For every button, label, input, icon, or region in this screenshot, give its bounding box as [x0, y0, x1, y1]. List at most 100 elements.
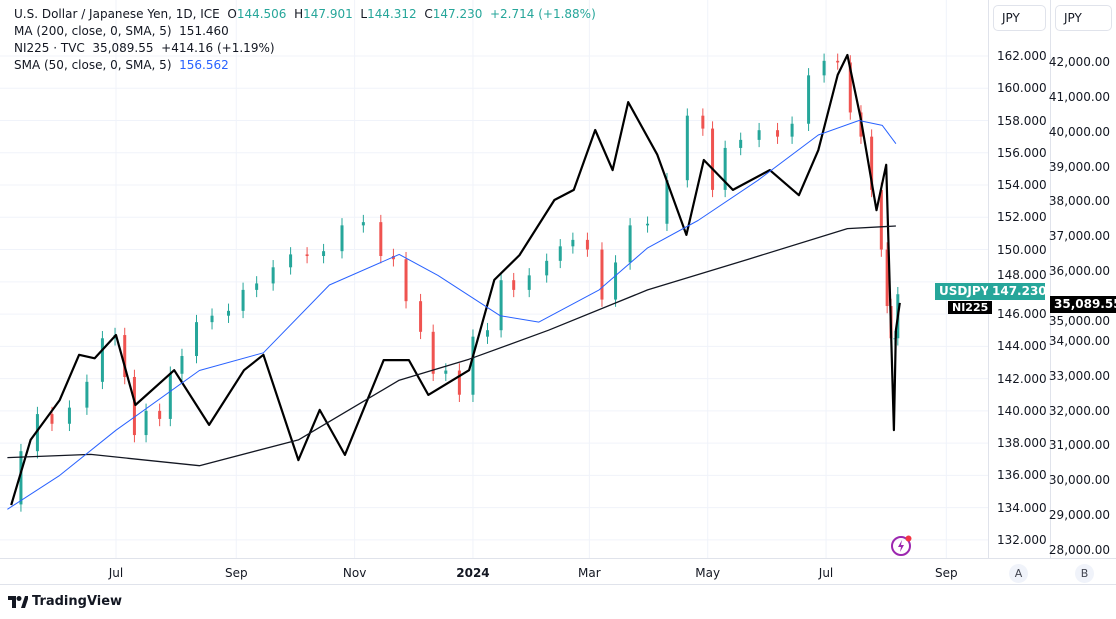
lightning-icon[interactable] — [890, 533, 914, 561]
price-tick-right: 38,000.00 — [1048, 194, 1110, 209]
price-tick-left: 146.000 — [997, 307, 1047, 322]
ni225-line — [10, 53, 901, 506]
price-tick-left: 134.000 — [997, 500, 1047, 515]
candle-body — [361, 222, 365, 226]
candle-body — [144, 410, 148, 436]
currency-button-b[interactable]: JPY — [1055, 5, 1112, 31]
time-axis[interactable]: A B Jul Sep Nov 2024 Mar May Jul Sep — [0, 558, 1116, 585]
candle-body — [158, 410, 162, 419]
scale-a-button[interactable]: A — [1009, 564, 1028, 583]
price-tick-right: 35,000.00 — [1048, 314, 1110, 328]
candle-body — [255, 283, 259, 290]
ma200-row[interactable]: MA (200, close, 0, SMA, 5) 151.460 — [14, 24, 229, 38]
candle-body — [701, 115, 705, 129]
candle-body — [512, 280, 516, 290]
price-tick-left: 138.000 — [997, 436, 1047, 451]
usdjpy-candles — [19, 53, 900, 512]
candle-body — [558, 246, 562, 261]
candle-body — [723, 147, 727, 190]
candle-body — [471, 336, 475, 395]
candle-body — [776, 130, 780, 137]
time-tick: Nov — [342, 566, 367, 580]
tradingview-logo-icon — [8, 595, 28, 608]
candle-body — [885, 249, 889, 307]
candle-body — [665, 180, 669, 224]
ma200-line — [7, 225, 896, 467]
open-value: 144.506 — [236, 7, 287, 21]
candle-body — [444, 370, 448, 374]
price-tick-right: 37,000.00 — [1048, 229, 1110, 244]
symbol-row: U.S. Dollar / Japanese Yen, 1D, ICE O144… — [14, 7, 596, 21]
candle-body — [739, 139, 743, 148]
candle-body — [628, 225, 632, 263]
candle-body — [571, 239, 575, 247]
price-tick-left: 158.000 — [997, 113, 1047, 128]
price-tick-left: 150.000 — [997, 242, 1047, 257]
price-tick-left: 160.000 — [997, 81, 1047, 96]
price-tick-right: 39,000.00 — [1048, 159, 1110, 174]
candle-body — [123, 335, 127, 377]
price-tick-right: 28,000.00 — [1048, 543, 1110, 558]
time-tick: Sep — [224, 566, 248, 580]
candle-body — [35, 414, 39, 452]
candle-body — [404, 259, 408, 302]
candle-body — [711, 128, 715, 190]
candle-body — [431, 331, 435, 374]
candle-body — [168, 373, 172, 419]
candle-body — [379, 222, 383, 257]
price-tick-right: 30,000.00 — [1048, 473, 1110, 488]
candle-body — [50, 414, 54, 424]
price-tick-left: 148.000 — [997, 268, 1047, 282]
candle-body — [848, 62, 852, 113]
sma50-row[interactable]: SMA (50, close, 0, SMA, 5) 156.562 — [14, 58, 229, 72]
candle-body — [305, 254, 309, 257]
candle-body — [790, 123, 794, 137]
candle-body — [545, 260, 549, 276]
price-axis-right[interactable]: JPY 28,000.00 29,000.00 30,000.00 31,000.00… — [1048, 0, 1116, 558]
price-tick-left: 152.000 — [997, 210, 1047, 225]
price-tick-left: 136.000 — [997, 468, 1047, 483]
tradingview-logo[interactable]: TradingView — [8, 594, 122, 609]
close-value: 147.230 — [432, 7, 483, 21]
time-tick: Mar — [578, 566, 601, 580]
currency-button-a[interactable]: JPY — [993, 5, 1046, 31]
candle-body — [486, 330, 490, 337]
candle-body — [210, 315, 214, 323]
usdjpy-tag: USDJPY — [935, 283, 994, 300]
price-tick-left: 140.000 — [997, 403, 1047, 418]
time-tick: Jul — [108, 566, 124, 580]
price-tick-left: 156.000 — [997, 145, 1047, 160]
scale-b-button[interactable]: B — [1075, 564, 1094, 583]
candle-body — [180, 356, 184, 374]
candle-body — [457, 370, 461, 395]
candle-body — [836, 60, 840, 63]
candle-body — [391, 256, 395, 260]
candle-body — [757, 130, 761, 140]
symbol-title[interactable]: U.S. Dollar / Japanese Yen, 1D, ICE — [14, 7, 220, 21]
ni225-price-tag: 35,089.55 — [1050, 296, 1116, 313]
candle-body — [227, 310, 231, 316]
ni225-change: +414.16 (+1.19%) — [161, 41, 275, 55]
time-tick: Sep — [935, 566, 958, 580]
candle-body — [822, 60, 826, 76]
price-chart[interactable] — [0, 0, 988, 558]
candle-body — [685, 115, 689, 181]
price-tick-right: 40,000.00 — [1048, 124, 1110, 139]
time-tick: 2024 — [456, 566, 490, 580]
candle-body — [241, 289, 245, 311]
usdjpy-price-tag: 147.230 — [988, 283, 1045, 300]
candle-body — [499, 280, 503, 331]
brand-name: TradingView — [32, 594, 123, 609]
ma200-value: 151.460 — [179, 24, 229, 38]
candle-body — [85, 381, 89, 408]
change-value: +2.714 (+1.88%) — [489, 7, 596, 21]
candle-body — [67, 407, 71, 424]
price-tick-right: 31,000.00 — [1048, 438, 1110, 453]
price-tick-right: 29,000.00 — [1048, 508, 1110, 523]
candle-body — [100, 338, 104, 382]
candle-body — [870, 136, 874, 190]
price-axis-left[interactable]: JPY 132.000 134.000 136.000 138.000 140.000 1… — [988, 0, 1050, 558]
chart-legend: U.S. Dollar / Japanese Yen, 1D, ICE O144… — [14, 6, 596, 74]
price-tick-right: 34,000.00 — [1048, 333, 1110, 348]
ni225-row[interactable]: NI225 · TVC 35,089.55 +414.16 (+1.19%) — [14, 41, 275, 55]
